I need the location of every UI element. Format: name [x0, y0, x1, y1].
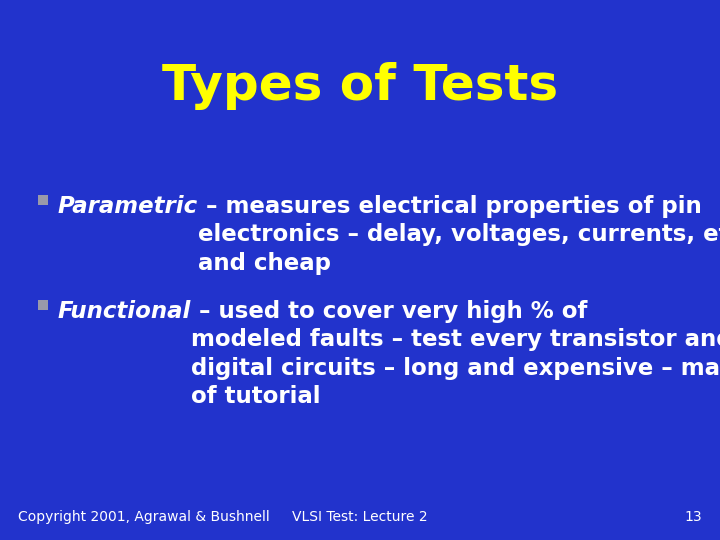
Text: Types of Tests: Types of Tests — [162, 62, 558, 110]
Text: 13: 13 — [685, 510, 702, 524]
Text: – measures electrical properties of pin
electronics – delay, voltages, currents,: – measures electrical properties of pin … — [198, 195, 720, 275]
Bar — [38, 195, 48, 205]
Text: Copyright 2001, Agrawal & Bushnell: Copyright 2001, Agrawal & Bushnell — [18, 510, 270, 524]
Text: Functional: Functional — [58, 300, 192, 323]
Text: Parametric: Parametric — [58, 195, 198, 218]
Text: VLSI Test: Lecture 2: VLSI Test: Lecture 2 — [292, 510, 428, 524]
Bar — [38, 300, 48, 310]
Text: – used to cover very high % of
modeled faults – test every transistor and wire i: – used to cover very high % of modeled f… — [192, 300, 720, 408]
